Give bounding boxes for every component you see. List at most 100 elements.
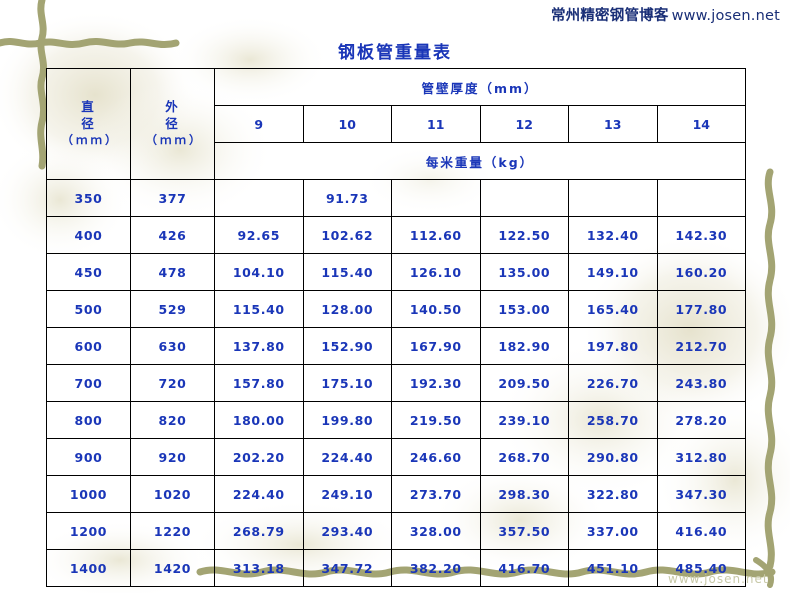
watermark-url: www.josen.net xyxy=(671,8,780,24)
cell-outer-diameter: 630 xyxy=(130,327,215,365)
watermark-chinese-text: 常州精密钢管博客 xyxy=(550,8,669,24)
cell-diameter: 400 xyxy=(46,216,131,254)
table-row: 500 529 115.40 128.00 140.50 153.00 165.40 177.… xyxy=(46,290,747,328)
cell-weight-t12: 182.90 xyxy=(479,327,569,365)
cell-weight-t10: 249.10 xyxy=(302,475,392,513)
cell-weight-t13: 258.70 xyxy=(568,401,658,439)
cell-weight-t11: 273.70 xyxy=(391,475,481,513)
cell-weight-t11: 140.50 xyxy=(391,290,481,328)
table-row: 450 478 104.10 115.40 126.10 135.00 149.10 160.… xyxy=(46,253,747,291)
header-thickness-11: 11 xyxy=(391,105,481,143)
cell-weight-t12: 135.00 xyxy=(479,253,569,291)
cell-weight-t13: 165.40 xyxy=(568,290,658,328)
header-thickness-14: 14 xyxy=(656,105,747,143)
header-diameter: 直 径 （ｍｍ） xyxy=(46,68,149,180)
cell-weight-t13: 197.80 xyxy=(568,327,658,365)
page-title: 钢板管重量表 xyxy=(338,43,452,63)
cell-weight-t9: 313.18 xyxy=(214,549,304,587)
cell-weight-t14: 142.30 xyxy=(656,216,747,254)
cell-weight-t12: 268.70 xyxy=(479,438,569,476)
cell-weight-t9 xyxy=(214,179,304,217)
table-row: 900 920 202.20 224.40 246.60 268.70 290.80 312.… xyxy=(46,438,747,476)
cell-weight-t14: 160.20 xyxy=(656,253,747,291)
cell-diameter: 1400 xyxy=(46,549,131,587)
header-diameter-unit: （ｍｍ） xyxy=(61,133,120,148)
cell-weight-t10: 293.40 xyxy=(302,512,392,550)
cell-weight-t9: 268.79 xyxy=(214,512,304,550)
cell-weight-t10: 102.62 xyxy=(302,216,392,254)
table-row: 1200 1220 268.79 293.40 328.00 357.50 337.00 41… xyxy=(46,512,747,550)
cell-weight-t9: 180.00 xyxy=(214,401,304,439)
cell-weight-t9: 202.20 xyxy=(214,438,304,476)
cell-weight-t12 xyxy=(479,179,569,217)
cell-weight-t10: 115.40 xyxy=(302,253,392,291)
cell-weight-t11: 112.60 xyxy=(391,216,481,254)
cell-weight-t14: 177.80 xyxy=(656,290,747,328)
table-body: 350 377 91.73 400 426 92.65 102.62 112.60 122.50… xyxy=(46,179,747,587)
cell-weight-t11: 246.60 xyxy=(391,438,481,476)
cell-weight-t11: 328.00 xyxy=(391,512,481,550)
cell-weight-t10: 224.40 xyxy=(302,438,392,476)
cell-weight-t13: 132.40 xyxy=(568,216,658,254)
cell-weight-t14 xyxy=(656,179,747,217)
cell-weight-t13: 226.70 xyxy=(568,364,658,402)
cell-weight-t14: 416.40 xyxy=(656,512,747,550)
cell-weight-t10: 347.72 xyxy=(302,549,392,587)
header-weight-per-meter: 每米重量（kg） xyxy=(213,142,747,180)
header-thickness-10: 10 xyxy=(302,105,392,143)
table-row: 350 377 91.73 xyxy=(46,179,747,217)
table-row: 1400 1420 313.18 347.72 382.20 416.70 451.10 48… xyxy=(46,549,747,587)
cell-weight-t12: 298.30 xyxy=(479,475,569,513)
cell-outer-diameter: 820 xyxy=(130,401,215,439)
cell-weight-t13 xyxy=(568,179,658,217)
cell-weight-t13: 322.80 xyxy=(568,475,658,513)
cell-weight-t13: 337.00 xyxy=(568,512,658,550)
cell-diameter: 1200 xyxy=(46,512,131,550)
cell-weight-t9: 104.10 xyxy=(214,253,304,291)
top-watermark: 常州精密钢管博客 www.josen.net xyxy=(551,4,780,25)
cell-weight-t11: 192.30 xyxy=(391,364,481,402)
weight-table-container: 直 径 （ｍｍ） 外 径 （ｍｍ） 管壁厚度（mm） 9 10 11 12 13… xyxy=(46,68,747,587)
table-row: 1000 1020 224.40 249.10 273.70 298.30 322.80 34… xyxy=(46,475,747,513)
cell-outer-diameter: 1020 xyxy=(130,475,215,513)
table-row: 700 720 157.80 175.10 192.30 209.50 226.70 243.… xyxy=(46,364,747,402)
cell-weight-t11 xyxy=(391,179,481,217)
cell-weight-t10: 128.00 xyxy=(302,290,392,328)
table-head: 直 径 （ｍｍ） 外 径 （ｍｍ） 管壁厚度（mm） 9 10 11 12 13… xyxy=(46,68,747,180)
cell-outer-diameter: 478 xyxy=(130,253,215,291)
cell-weight-t14: 278.20 xyxy=(656,401,747,439)
cell-weight-t14: 243.80 xyxy=(656,364,747,402)
header-thickness-12: 12 xyxy=(479,105,569,143)
cell-weight-t11: 219.50 xyxy=(391,401,481,439)
table-row: 600 630 137.80 152.90 167.90 182.90 197.80 212.… xyxy=(46,327,747,365)
vine-decoration-right xyxy=(764,168,776,570)
cell-outer-diameter: 920 xyxy=(130,438,215,476)
cell-weight-t9: 137.80 xyxy=(214,327,304,365)
cell-diameter: 1000 xyxy=(46,475,131,513)
cell-weight-t9: 92.65 xyxy=(214,216,304,254)
cell-outer-diameter: 1220 xyxy=(130,512,215,550)
cell-diameter: 350 xyxy=(46,179,131,217)
cell-weight-t9: 224.40 xyxy=(214,475,304,513)
cell-outer-diameter: 426 xyxy=(130,216,215,254)
cell-diameter: 500 xyxy=(46,290,131,328)
cell-weight-t14: 212.70 xyxy=(656,327,747,365)
steel-pipe-weight-table: 直 径 （ｍｍ） 外 径 （ｍｍ） 管壁厚度（mm） 9 10 11 12 13… xyxy=(46,68,747,587)
header-outer-diameter: 外 径 （ｍｍ） xyxy=(130,68,223,180)
cell-diameter: 800 xyxy=(46,401,131,439)
cell-diameter: 900 xyxy=(46,438,131,476)
cell-weight-t9: 157.80 xyxy=(214,364,304,402)
header-diameter-label: 直 径 xyxy=(81,99,149,132)
table-row: 800 820 180.00 199.80 219.50 239.10 258.70 278.… xyxy=(46,401,747,439)
cell-weight-t12: 209.50 xyxy=(479,364,569,402)
cell-outer-diameter: 377 xyxy=(130,179,215,217)
cell-weight-t10: 199.80 xyxy=(302,401,392,439)
cell-outer-diameter: 720 xyxy=(130,364,215,402)
cell-weight-t12: 239.10 xyxy=(479,401,569,439)
cell-weight-t11: 126.10 xyxy=(391,253,481,291)
cell-weight-t13: 290.80 xyxy=(568,438,658,476)
cell-weight-t12: 122.50 xyxy=(479,216,569,254)
cell-weight-t14: 485.40 xyxy=(656,549,747,587)
cell-diameter: 700 xyxy=(46,364,131,402)
table-row: 400 426 92.65 102.62 112.60 122.50 132.40 142.3… xyxy=(46,216,747,254)
